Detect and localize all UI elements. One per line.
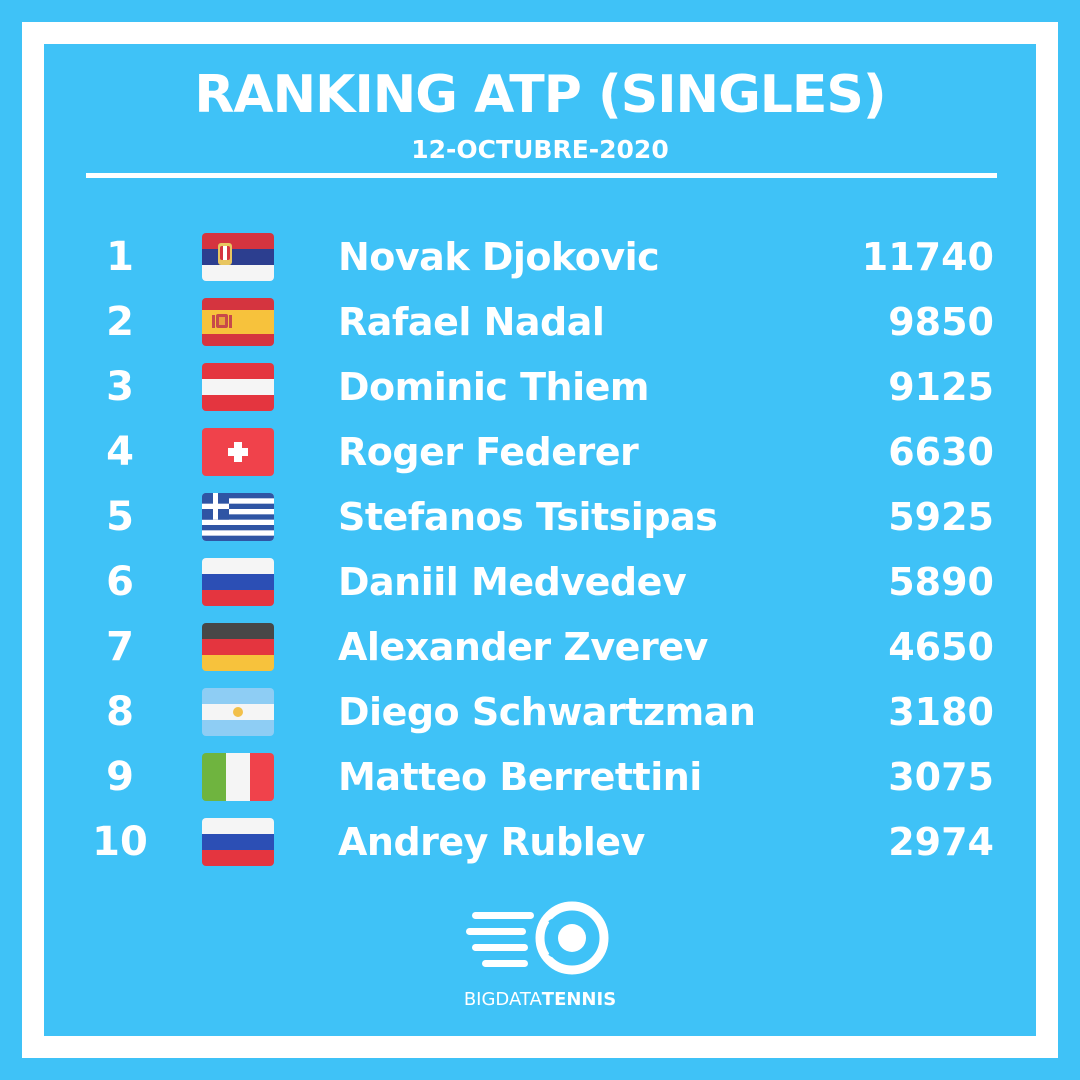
brand-name: BIGDATATENNIS bbox=[0, 988, 1080, 1012]
ranking-row: 8 Diego Schwartzman 3180 bbox=[0, 684, 1080, 740]
rank-number: 5 bbox=[106, 494, 134, 540]
argentina-flag-icon bbox=[202, 688, 274, 736]
rank-number: 2 bbox=[106, 299, 134, 345]
brand-name-bold: TENNIS bbox=[541, 989, 617, 1010]
ranking-row: 3 Dominic Thiem 9125 bbox=[0, 359, 1080, 415]
switzerland-flag-icon bbox=[202, 428, 274, 476]
ranking-row: 1 Novak Djokovic 11740 bbox=[0, 229, 1080, 285]
greece-flag-icon bbox=[202, 493, 274, 541]
russia-flag-icon bbox=[202, 818, 274, 866]
player-points: 3075 bbox=[888, 755, 994, 799]
player-name: Dominic Thiem bbox=[338, 365, 649, 409]
ranking-row: 2 Rafael Nadal 9850 bbox=[0, 294, 1080, 350]
ranking-row: 6 Daniil Medvedev 5890 bbox=[0, 554, 1080, 610]
rank-number: 3 bbox=[106, 364, 134, 410]
player-name: Stefanos Tsitsipas bbox=[338, 495, 718, 539]
player-name: Rafael Nadal bbox=[338, 300, 605, 344]
player-points: 5890 bbox=[888, 560, 994, 604]
player-name: Alexander Zverev bbox=[338, 625, 708, 669]
player-name: Daniil Medvedev bbox=[338, 560, 687, 604]
player-name: Novak Djokovic bbox=[338, 235, 660, 279]
ranking-row: 7 Alexander Zverev 4650 bbox=[0, 619, 1080, 675]
ranking-row: 5 Stefanos Tsitsipas 5925 bbox=[0, 489, 1080, 545]
player-points: 9850 bbox=[888, 300, 994, 344]
rank-number: 8 bbox=[106, 689, 134, 735]
rank-number: 4 bbox=[106, 429, 134, 475]
player-points: 4650 bbox=[888, 625, 994, 669]
russia-flag-icon bbox=[202, 558, 274, 606]
player-points: 5925 bbox=[888, 495, 994, 539]
italy-flag-icon bbox=[202, 753, 274, 801]
player-points: 6630 bbox=[888, 430, 994, 474]
rank-number: 9 bbox=[106, 754, 134, 800]
germany-flag-icon bbox=[202, 623, 274, 671]
rank-number: 7 bbox=[106, 624, 134, 670]
ranking-date: 12-OCTUBRE-2020 bbox=[411, 135, 669, 164]
player-name: Matteo Berrettini bbox=[338, 755, 702, 799]
page-title: RANKING ATP (SINGLES) bbox=[194, 65, 886, 125]
rank-number: 10 bbox=[92, 819, 148, 865]
title-divider bbox=[86, 173, 997, 178]
player-name: Andrey Rublev bbox=[338, 820, 645, 864]
player-points: 11740 bbox=[861, 235, 994, 279]
tennis-ball-logo-icon bbox=[466, 900, 616, 980]
ranking-row: 10 Andrey Rublev 2974 bbox=[0, 814, 1080, 870]
white-border-frame bbox=[22, 22, 1058, 1058]
rank-number: 1 bbox=[106, 234, 134, 280]
ranking-row: 9 Matteo Berrettini 3075 bbox=[0, 749, 1080, 805]
player-points: 9125 bbox=[888, 365, 994, 409]
player-name: Diego Schwartzman bbox=[338, 690, 756, 734]
ranking-row: 4 Roger Federer 6630 bbox=[0, 424, 1080, 480]
serbia-flag-icon bbox=[202, 233, 274, 281]
brand-name-regular: BIGDATA bbox=[463, 989, 542, 1010]
rank-number: 6 bbox=[106, 559, 134, 605]
spain-flag-icon bbox=[202, 298, 274, 346]
player-points: 3180 bbox=[888, 690, 994, 734]
austria-flag-icon bbox=[202, 363, 274, 411]
player-name: Roger Federer bbox=[338, 430, 639, 474]
player-points: 2974 bbox=[888, 820, 994, 864]
